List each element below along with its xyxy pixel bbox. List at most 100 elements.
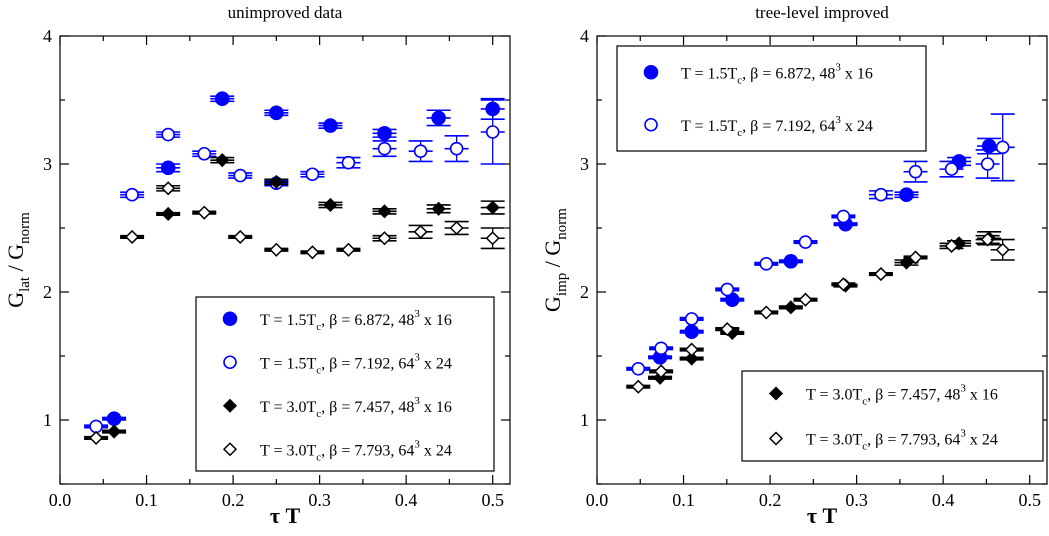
data-point bbox=[89, 430, 104, 445]
data-point bbox=[413, 144, 428, 158]
legend-subscript: c bbox=[316, 408, 321, 420]
x-axis-label: τ T bbox=[270, 503, 301, 528]
x-tick-label: 0.4 bbox=[932, 490, 955, 510]
data-point bbox=[197, 146, 212, 161]
data-point bbox=[214, 91, 230, 107]
data-point bbox=[431, 201, 446, 216]
legend-text: T = 1.5T bbox=[260, 312, 317, 329]
x-tick-label: 0.0 bbox=[49, 490, 72, 510]
legend-text: x 24 bbox=[966, 432, 998, 449]
data-point bbox=[215, 153, 230, 168]
data-point bbox=[995, 140, 1010, 155]
data-point bbox=[377, 204, 392, 219]
data-point bbox=[125, 187, 139, 202]
chart-panel-1: unimproved data 0.0 0.1 0.2 0.3 0.4 0.5 1 2 3 4 τ T… bbox=[3, 3, 511, 528]
legend-superscript: 3 bbox=[835, 114, 841, 126]
data-point bbox=[836, 277, 851, 292]
data-point bbox=[377, 125, 392, 141]
data-point bbox=[160, 160, 176, 176]
legend-text: T = 3.0T bbox=[260, 399, 317, 416]
data-point bbox=[980, 232, 995, 247]
legend-entry: T = 1.5Tc, β = 6.872, 483 x 16 bbox=[260, 308, 452, 333]
series-3 bbox=[648, 231, 1002, 385]
legend-text: , β = 7.192, 64 bbox=[742, 118, 835, 135]
legend-text: , β = 7.793, 64 bbox=[321, 442, 414, 459]
data-point bbox=[798, 235, 813, 249]
legend-entry: T = 1.5Tc, β = 7.192, 643 x 24 bbox=[260, 351, 452, 376]
data-point bbox=[684, 342, 699, 357]
legend-text: T = 1.5T bbox=[681, 118, 738, 135]
legend-marker bbox=[222, 311, 238, 327]
y-tick-label: 1 bbox=[580, 410, 589, 430]
legend-text: x 16 bbox=[420, 312, 452, 329]
data-point bbox=[323, 118, 338, 133]
legend-marker bbox=[644, 117, 658, 132]
y-label-subscript: lat bbox=[17, 276, 33, 292]
legend-superscript: 3 bbox=[835, 61, 841, 73]
legend-text: , β = 7.793, 64 bbox=[867, 432, 960, 449]
legend-text: x 16 bbox=[966, 387, 998, 404]
legend-text: x 24 bbox=[420, 442, 452, 459]
series-4 bbox=[626, 232, 1015, 394]
plot-frame bbox=[59, 35, 511, 485]
data-point bbox=[305, 245, 320, 260]
legend-text: T = 3.0T bbox=[260, 442, 317, 459]
legend-text: , β = 6.872, 48 bbox=[742, 65, 835, 82]
data-point bbox=[783, 253, 799, 269]
x-tick-label: 0.1 bbox=[135, 490, 158, 510]
legend-text: T = 1.5T bbox=[681, 65, 738, 82]
data-point bbox=[106, 411, 122, 427]
data-point bbox=[341, 155, 356, 170]
data-point bbox=[107, 424, 122, 439]
series-2 bbox=[626, 113, 1015, 376]
y-axis-label: Gimp / Gnorm bbox=[540, 208, 570, 312]
legend-text: T = 1.5T bbox=[260, 355, 317, 372]
data-point bbox=[89, 419, 103, 434]
legend-subscript: c bbox=[316, 321, 321, 333]
legend: T = 3.0Tc, β = 7.457, 483 x 16T = 3.0Tc,… bbox=[741, 370, 1044, 462]
legend-superscript: 3 bbox=[414, 351, 420, 363]
legend-superscript: 3 bbox=[960, 383, 966, 395]
legend-entry: T = 3.0Tc, β = 7.457, 483 x 16 bbox=[260, 395, 452, 420]
data-point bbox=[631, 361, 646, 376]
series-2 bbox=[84, 99, 505, 434]
data-point bbox=[783, 300, 798, 315]
y-tick-label: 3 bbox=[43, 154, 52, 174]
data-point bbox=[944, 162, 959, 176]
chart-title: unimproved data bbox=[228, 3, 343, 22]
y-label-subscript: imp bbox=[554, 273, 570, 296]
legend-box bbox=[195, 296, 495, 472]
data-point bbox=[485, 231, 500, 246]
legend-text: x 16 bbox=[841, 65, 873, 82]
data-point bbox=[836, 209, 851, 224]
series-4 bbox=[84, 181, 505, 445]
legend-entry: T = 3.0Tc, β = 7.793, 643 x 24 bbox=[260, 438, 452, 463]
x-tick-label: 0.0 bbox=[586, 490, 609, 510]
y-tick-label: 1 bbox=[43, 410, 52, 430]
legend-text: T = 3.0T bbox=[806, 432, 863, 449]
legend-text: , β = 7.457, 48 bbox=[321, 399, 414, 416]
y-tick-label: 4 bbox=[580, 26, 589, 46]
data-point bbox=[323, 197, 338, 213]
y-label-subscript: norm bbox=[554, 208, 570, 240]
legend-marker bbox=[768, 431, 784, 446]
legend-subscript: c bbox=[737, 74, 742, 86]
data-point bbox=[684, 351, 699, 366]
y-label-text: / bbox=[540, 256, 565, 273]
legend-subscript: c bbox=[862, 396, 867, 408]
y-label-subscript: norm bbox=[17, 212, 33, 244]
legend-superscript: 3 bbox=[414, 308, 420, 320]
legend-marker bbox=[223, 355, 237, 370]
legend-text: x 16 bbox=[420, 399, 452, 416]
data-point bbox=[654, 341, 668, 356]
x-tick-label: 0.2 bbox=[222, 490, 245, 510]
legend-superscript: 3 bbox=[414, 438, 420, 450]
legend-text: , β = 6.872, 48 bbox=[321, 312, 414, 329]
legend: T = 1.5Tc, β = 6.872, 483 x 16T = 1.5Tc,… bbox=[195, 296, 495, 472]
legend-entry: T = 3.0Tc, β = 7.793, 643 x 24 bbox=[806, 428, 998, 453]
legend-text: x 24 bbox=[420, 355, 452, 372]
x-tick-label: 0.2 bbox=[759, 490, 782, 510]
data-point bbox=[631, 379, 646, 394]
data-point bbox=[485, 125, 500, 139]
